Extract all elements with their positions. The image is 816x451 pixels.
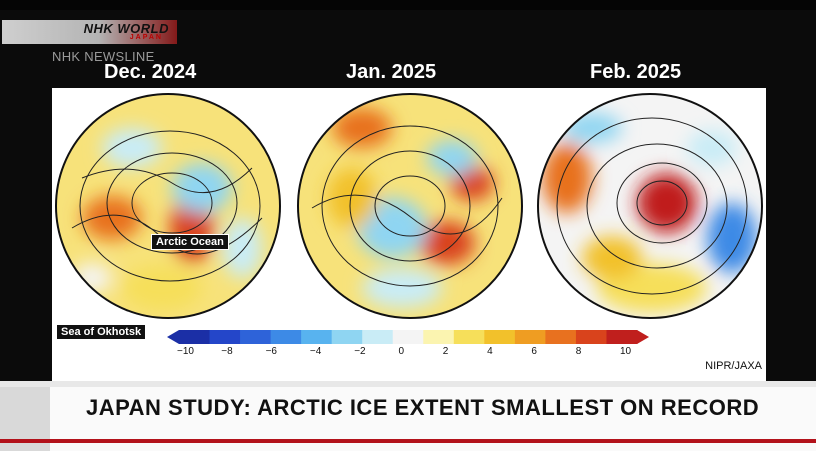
scale-swatch bbox=[209, 330, 241, 344]
label-sea-of-okhotsk: Sea of Okhotsk bbox=[56, 324, 147, 340]
scale-tick-label: 2 bbox=[442, 346, 449, 357]
scale-tick-label: 10 bbox=[620, 346, 632, 357]
scale-tick-label: 6 bbox=[531, 346, 537, 357]
logo-sub-text: JAPAN bbox=[129, 34, 163, 41]
panel-title-feb: Feb. 2025 bbox=[590, 61, 682, 83]
scale-swatch bbox=[484, 330, 516, 344]
scale-arrow-right bbox=[637, 330, 649, 344]
top-letterbox bbox=[0, 0, 816, 10]
panel-title-jan: Jan. 2025 bbox=[346, 61, 437, 83]
scale-tick-label: 8 bbox=[575, 346, 582, 357]
image-credit: NIPR/JAXA bbox=[705, 360, 762, 372]
map-feb bbox=[538, 94, 762, 318]
scale-swatch bbox=[240, 330, 272, 344]
figure-panel: Arctic Ocean Sea of Okhotsk −10 −8 −6 −4 −2 0… bbox=[52, 88, 766, 381]
ticker-headline: JAPAN STUDY: ARCTIC ICE EXTENT SMALLEST … bbox=[86, 395, 760, 420]
map-dec bbox=[56, 94, 280, 318]
panel-title-dec: Dec. 2024 bbox=[104, 61, 197, 83]
scale-swatch bbox=[179, 330, 211, 344]
scale-tick-label: −2 bbox=[354, 346, 366, 357]
scale-swatch bbox=[453, 330, 485, 344]
scale-swatch bbox=[514, 330, 546, 344]
scale-swatch bbox=[575, 330, 607, 344]
logo-main-text: NHK WORLD bbox=[83, 21, 169, 36]
nhk-world-logo: NHK WORLD JAPAN bbox=[2, 20, 177, 44]
news-ticker: JAPAN STUDY: ARCTIC ICE EXTENT SMALLEST … bbox=[0, 381, 816, 451]
polar-maps-graphic bbox=[55, 93, 763, 344]
scale-tick-label: −10 bbox=[177, 346, 194, 357]
scale-swatch bbox=[362, 330, 394, 344]
scale-swatch bbox=[331, 330, 363, 344]
scale-arrow-left bbox=[167, 330, 179, 344]
scale-tick-label: −8 bbox=[221, 346, 233, 357]
map-jan bbox=[298, 94, 522, 318]
color-scale bbox=[167, 330, 649, 344]
ticker-red-line bbox=[0, 439, 816, 443]
scale-swatch bbox=[423, 330, 455, 344]
scale-tick-label: 4 bbox=[487, 346, 493, 357]
scale-swatch bbox=[545, 330, 577, 344]
scale-tick-label: 0 bbox=[398, 346, 405, 357]
scale-swatch bbox=[270, 330, 302, 344]
scale-swatch bbox=[301, 330, 333, 344]
scale-tick-label: −6 bbox=[265, 346, 277, 357]
label-arctic-ocean: Arctic Ocean bbox=[151, 234, 229, 250]
scale-tick-label: −4 bbox=[309, 346, 322, 357]
program-name: NHK NEWSLINE bbox=[52, 49, 155, 64]
scale-swatch bbox=[606, 330, 638, 344]
scale-swatch bbox=[392, 330, 424, 344]
